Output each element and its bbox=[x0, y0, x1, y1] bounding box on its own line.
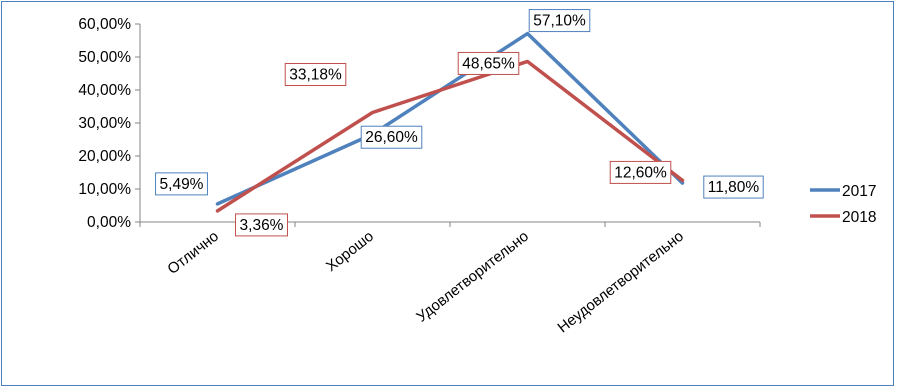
data-label: 48,65% bbox=[457, 51, 520, 75]
legend: 2017 2018 bbox=[810, 183, 876, 226]
series-line-2017 bbox=[215, 31, 685, 206]
y-tick-label: 50,00% bbox=[78, 49, 131, 66]
legend-label: 2018 bbox=[842, 209, 876, 226]
data-label: 3,36% bbox=[235, 213, 288, 237]
x-category-label: Хорошо bbox=[323, 228, 377, 275]
x-category-labels: Отлично Хорошо Удовлетворительно Неудовлетв… bbox=[139, 222, 761, 337]
data-label: 33,18% bbox=[284, 63, 347, 87]
data-label-box bbox=[155, 172, 208, 196]
data-label: 57,10% bbox=[528, 9, 591, 33]
y-tick-label: 30,00% bbox=[78, 115, 131, 132]
data-label-box bbox=[360, 125, 423, 149]
data-label-box bbox=[528, 9, 591, 33]
y-tick-labels: 0,00% 10,00% 20,00% 30,00% 40,00% 50,00% 60,00… bbox=[78, 16, 140, 231]
y-tick-label: 40,00% bbox=[78, 82, 131, 99]
data-label-box bbox=[235, 213, 288, 237]
data-label: 26,60% bbox=[360, 125, 423, 149]
data-label-text: 5,49% bbox=[160, 176, 204, 193]
data-label-box bbox=[284, 63, 347, 87]
data-label-box bbox=[609, 160, 672, 184]
y-tick-label: 10,00% bbox=[78, 181, 131, 198]
axes bbox=[139, 24, 760, 223]
x-category-label: Отлично bbox=[164, 228, 222, 278]
data-label-text: 48,65% bbox=[462, 55, 515, 72]
data-label-text: 11,80% bbox=[708, 179, 760, 196]
x-category-label: Удовлетворительно bbox=[413, 228, 532, 326]
data-label-text: 33,18% bbox=[289, 67, 342, 84]
data-label: 5,49% bbox=[155, 172, 208, 196]
series-lines bbox=[215, 31, 685, 213]
data-label-text: 26,60% bbox=[365, 129, 418, 146]
x-category-label: Неудовлетворительно bbox=[555, 228, 687, 337]
y-tick-label: 0,00% bbox=[87, 214, 131, 231]
data-labels: 5,49% 26,60% 57,10% 11,80% 3,36% 33,18% 48,65%… bbox=[155, 9, 764, 237]
series-line-2018 bbox=[215, 59, 685, 213]
y-tick-label: 60,00% bbox=[78, 16, 131, 33]
data-label-box bbox=[703, 175, 764, 199]
data-label: 11,80% bbox=[703, 175, 764, 199]
data-label-text: 57,10% bbox=[533, 13, 586, 30]
legend-label: 2017 bbox=[842, 183, 876, 200]
data-label-box bbox=[457, 51, 520, 75]
data-label-text: 3,36% bbox=[240, 217, 284, 234]
y-tick-label: 20,00% bbox=[78, 148, 131, 165]
data-label-text: 12,60% bbox=[614, 164, 667, 181]
data-label: 12,60% bbox=[609, 160, 672, 184]
